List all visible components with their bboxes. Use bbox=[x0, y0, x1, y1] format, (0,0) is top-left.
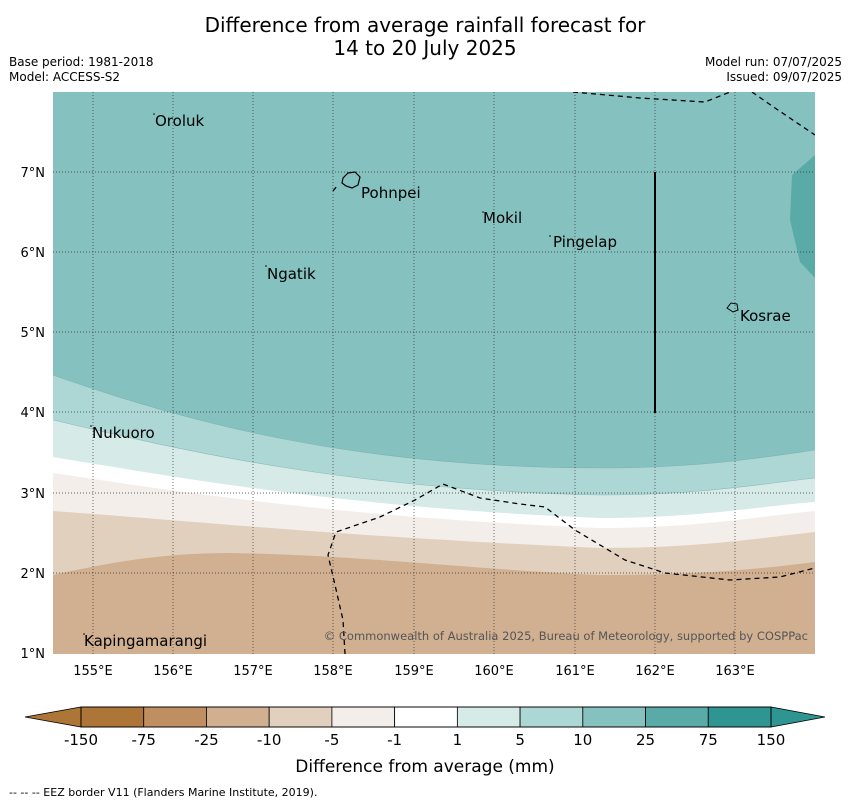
label-oroluk: Oroluk bbox=[155, 112, 204, 130]
lat-label: 4°N bbox=[21, 406, 46, 421]
lon-label: 158°E bbox=[313, 664, 353, 679]
label-pingelap: Pingelap bbox=[553, 233, 617, 251]
colorbar-segment bbox=[519, 706, 584, 728]
colorbar-tick-label: 25 bbox=[636, 731, 655, 749]
colorbar-segment bbox=[456, 706, 521, 728]
lon-label: 157°E bbox=[233, 664, 273, 679]
axis-labels: 155°E 156°E 157°E 158°E 159°E 160°E 161°… bbox=[21, 166, 755, 679]
colorbar-segment bbox=[645, 706, 709, 728]
eez-note: -- -- -- EEZ border V11 (Flanders Marine… bbox=[9, 786, 318, 799]
lon-label: 161°E bbox=[555, 664, 595, 679]
map-title: Difference from average rainfall forecas… bbox=[0, 14, 850, 60]
colorbar-tick-label: -150 bbox=[64, 731, 98, 749]
colorbar-segment bbox=[268, 706, 333, 728]
lat-label: 6°N bbox=[21, 246, 46, 261]
lon-label: 155°E bbox=[73, 664, 113, 679]
colorbar-segment bbox=[206, 706, 270, 728]
lat-label: 7°N bbox=[21, 166, 46, 181]
label-pohnpei: Pohnpei bbox=[361, 184, 421, 202]
title-line-2: 14 to 20 July 2025 bbox=[333, 36, 517, 60]
colorbar-tick-label: -10 bbox=[257, 731, 282, 749]
fill-neg25-neg10 bbox=[53, 553, 815, 654]
lat-label: 2°N bbox=[21, 567, 46, 582]
base-period: Base period: 1981-2018 bbox=[9, 55, 154, 69]
colorbar-high-extend bbox=[770, 706, 826, 728]
colorbar-segment bbox=[582, 706, 646, 728]
label-mokil: Mokil bbox=[483, 209, 522, 227]
copyright-text: © Commonwealth of Australia 2025, Bureau… bbox=[324, 629, 808, 643]
colorbar-tick-label: -5 bbox=[324, 731, 339, 749]
lat-label: 5°N bbox=[21, 326, 46, 341]
fill-25-75 bbox=[790, 155, 815, 278]
colorbar-tick-label: 75 bbox=[699, 731, 718, 749]
colorbar-segment bbox=[80, 706, 145, 728]
eez-border bbox=[327, 92, 815, 654]
pohnpei-island-icon bbox=[341, 171, 361, 189]
lon-label: 159°E bbox=[394, 664, 434, 679]
colorbar-segment bbox=[707, 706, 772, 728]
colorbar-tick-label: 10 bbox=[573, 731, 592, 749]
lon-label: 163°E bbox=[715, 664, 755, 679]
issued-date: Issued: 09/07/2025 bbox=[726, 70, 842, 84]
colorbar-tick-label: -25 bbox=[194, 731, 219, 749]
label-kosrae: Kosrae bbox=[740, 307, 791, 325]
label-ngatik: Ngatik bbox=[267, 265, 316, 283]
meta-right: Model run: 07/07/2025 Issued: 09/07/2025 bbox=[705, 55, 842, 85]
place-labels: Oroluk Pohnpei Mokil Pingelap Ngatik Kos… bbox=[84, 112, 791, 650]
lat-label: 1°N bbox=[21, 647, 46, 662]
lon-label: 160°E bbox=[474, 664, 514, 679]
lon-label: 162°E bbox=[635, 664, 675, 679]
title-line-1: Difference from average rainfall forecas… bbox=[204, 13, 646, 37]
graticule bbox=[53, 92, 815, 654]
colorbar-tick-label: 1 bbox=[453, 731, 463, 749]
colorbar-tick-label: -75 bbox=[131, 731, 156, 749]
colorbar-segment bbox=[143, 706, 207, 728]
colorbar: -150 -75 -25 -10 -5 -1 1 5 10 25 75 150 Difference … bbox=[24, 706, 826, 777]
lon-label: 156°E bbox=[153, 664, 193, 679]
atoll-markers bbox=[83, 113, 551, 635]
colorbar-low-extend bbox=[24, 706, 82, 728]
model-name: Model: ACCESS-S2 bbox=[9, 70, 121, 84]
lat-label: 3°N bbox=[21, 487, 46, 502]
label-kapingamarangi: Kapingamarangi bbox=[84, 632, 207, 650]
colorbar-tick-label: 5 bbox=[515, 731, 525, 749]
colorbar-tick-label: -1 bbox=[387, 731, 402, 749]
colorbar-segment bbox=[394, 706, 458, 728]
colorbar-segment bbox=[331, 706, 396, 728]
label-nukuoro: Nukuoro bbox=[92, 424, 155, 442]
meta-left: Base period: 1981-2018 Model: ACCESS-S2 bbox=[9, 55, 154, 85]
map-fills bbox=[53, 92, 815, 654]
colorbar-label: Difference from average (mm) bbox=[295, 757, 554, 777]
colorbar-frame bbox=[80, 706, 772, 728]
kosrae-island-icon bbox=[726, 302, 739, 313]
colorbar-tick-label: 150 bbox=[757, 731, 786, 749]
model-run: Model run: 07/07/2025 bbox=[704, 55, 842, 69]
